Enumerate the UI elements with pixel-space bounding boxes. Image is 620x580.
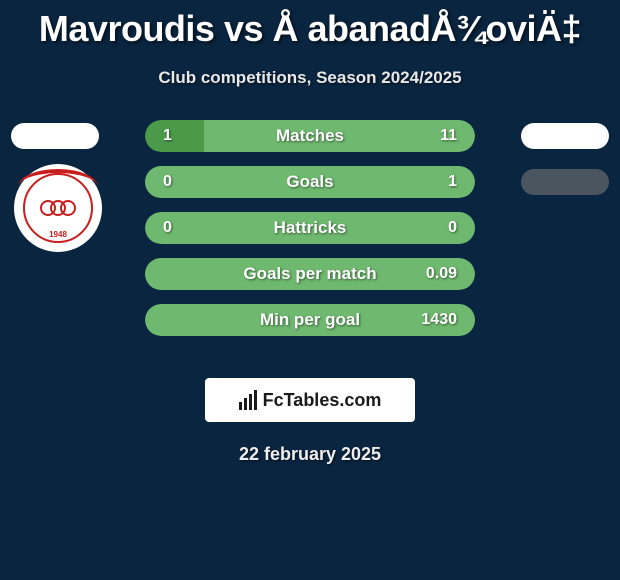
stat-value-left: 1 bbox=[163, 127, 172, 145]
stat-value-left: 0 bbox=[163, 173, 172, 191]
page-title: Mavroudis vs Å abanadÅ¾oviÄ‡ bbox=[8, 8, 612, 50]
stat-label: Goals bbox=[286, 172, 333, 192]
stat-bar: Min per goal 1430 bbox=[145, 304, 475, 336]
stat-value-right: 1430 bbox=[421, 311, 457, 329]
stat-bar: 0 Goals 1 bbox=[145, 166, 475, 198]
stat-bar: Goals per match 0.09 bbox=[145, 258, 475, 290]
club-year: 1948 bbox=[49, 230, 67, 239]
page-subtitle: Club competitions, Season 2024/2025 bbox=[8, 68, 612, 88]
stat-label: Min per goal bbox=[260, 310, 360, 330]
stat-row: 1 Matches 11 bbox=[8, 120, 612, 152]
stat-value-left: 0 bbox=[163, 219, 172, 237]
stat-value-right: 0 bbox=[448, 219, 457, 237]
footer-brand-text: FcTables.com bbox=[263, 390, 382, 411]
club-badge-left: 1948 bbox=[14, 164, 102, 252]
right-badge-slot bbox=[510, 123, 620, 149]
footer-date: 22 february 2025 bbox=[8, 444, 612, 465]
stat-bar: 0 Hattricks 0 bbox=[145, 212, 475, 244]
right-badge-slot bbox=[510, 169, 620, 195]
player-badge-left bbox=[11, 123, 99, 149]
left-badge-slot bbox=[0, 123, 110, 149]
stat-label: Matches bbox=[276, 126, 344, 146]
stat-value-right: 1 bbox=[448, 173, 457, 191]
stat-row: Min per goal 1430 bbox=[8, 304, 612, 336]
player-badge-right bbox=[521, 123, 609, 149]
stat-row: Goals per match 0.09 bbox=[8, 258, 612, 290]
stat-label: Hattricks bbox=[274, 218, 347, 238]
stat-rows: 1 Matches 11 0 Goals 1 0 Hattricks 0 Goals per ma… bbox=[8, 120, 612, 350]
stat-bar: 1 Matches 11 bbox=[145, 120, 475, 152]
comparison-card: Mavroudis vs Å abanadÅ¾oviÄ‡ Club compet… bbox=[0, 0, 620, 473]
brand-bars-icon bbox=[239, 390, 257, 410]
stat-label: Goals per match bbox=[243, 264, 376, 284]
club-badge-right bbox=[521, 169, 609, 195]
stat-value-right: 0.09 bbox=[426, 265, 457, 283]
footer-brand-logo[interactable]: FcTables.com bbox=[205, 378, 415, 422]
stat-value-right: 11 bbox=[440, 127, 457, 145]
